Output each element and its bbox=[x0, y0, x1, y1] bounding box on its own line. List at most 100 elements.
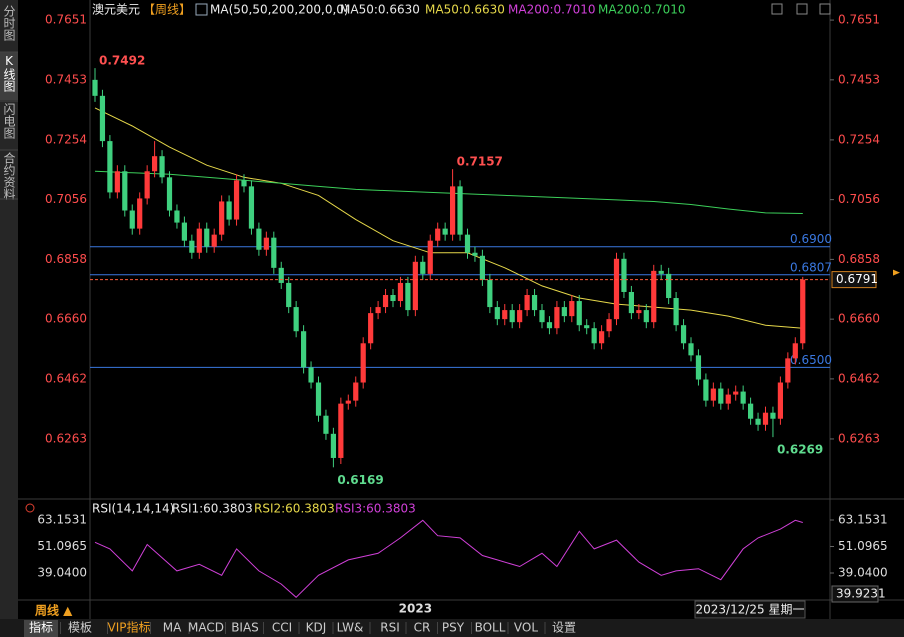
candle-body bbox=[703, 379, 709, 401]
sidebar-tab[interactable]: 闪电图 bbox=[2, 103, 16, 139]
toolbar-tab[interactable]: 指标 bbox=[29, 620, 53, 635]
candle-body bbox=[517, 310, 523, 323]
candle-body bbox=[584, 325, 590, 329]
level-label: 0.6900 bbox=[790, 232, 832, 246]
sidebar-tab[interactable]: 分时图 bbox=[2, 5, 16, 41]
candle-body bbox=[405, 282, 411, 311]
ma-line bbox=[94, 107, 803, 329]
toolbar-tab[interactable]: VIP指标 bbox=[108, 620, 151, 635]
toolbar-tab[interactable]: 设置 bbox=[552, 621, 576, 635]
ma-readout: MA200:0.7010 bbox=[508, 3, 596, 17]
toolbar-tab[interactable]: CCI bbox=[272, 621, 292, 635]
candle-body bbox=[390, 295, 396, 302]
ma-readout: MA200:0.7010 bbox=[598, 3, 686, 17]
candle-body bbox=[248, 186, 255, 229]
y-tick-label: 0.6462 bbox=[838, 371, 880, 385]
candle-body bbox=[718, 388, 724, 404]
toolbar-tab[interactable]: 模板 bbox=[68, 621, 92, 635]
candle-body bbox=[576, 301, 582, 326]
candle-body bbox=[442, 228, 448, 235]
candle-body bbox=[725, 394, 731, 404]
candle-body bbox=[785, 358, 791, 383]
toolbar-tab[interactable]: CR bbox=[414, 621, 431, 635]
toolbar-tab[interactable]: MACD bbox=[188, 621, 224, 635]
candle-body bbox=[137, 198, 143, 229]
date-box bbox=[694, 600, 806, 619]
candle-body bbox=[211, 234, 217, 247]
candle-body bbox=[278, 267, 284, 283]
icon[interactable] bbox=[796, 3, 808, 15]
sidebar bbox=[0, 0, 18, 619]
candle-body bbox=[599, 331, 605, 344]
candle-body bbox=[189, 240, 195, 253]
y-tick-label: 0.7453 bbox=[838, 72, 880, 86]
toolbar-tab[interactable]: LW& bbox=[337, 621, 364, 635]
date-label: 2023/12/25 星期一 bbox=[696, 603, 805, 617]
axis-readout: 39.9231 bbox=[836, 587, 886, 601]
toolbar-tab[interactable]: MA bbox=[163, 621, 182, 635]
y-tick-label: 51.0965 bbox=[37, 539, 87, 553]
high-label: 0.7492 bbox=[99, 54, 145, 68]
ma-params: MA(50,50,200,200,0,0) bbox=[210, 3, 349, 17]
toolbar-tab[interactable]: BOLL bbox=[475, 621, 506, 635]
high-label: 0.7157 bbox=[457, 155, 503, 169]
candle-body bbox=[613, 258, 620, 320]
low-label: 0.6269 bbox=[777, 443, 823, 457]
toolbar-tab[interactable]: KDJ bbox=[306, 621, 327, 635]
candle-body bbox=[204, 228, 210, 247]
candle-body bbox=[360, 343, 366, 383]
candle-body bbox=[330, 433, 336, 458]
sidebar-active bbox=[0, 52, 18, 100]
readout-box bbox=[831, 585, 879, 603]
y-tick-label: 63.1531 bbox=[37, 512, 87, 526]
toolbar-tab[interactable]: BIAS bbox=[231, 621, 259, 635]
candle-body bbox=[293, 307, 299, 332]
sidebar-tab[interactable]: K线图 bbox=[2, 54, 16, 92]
low-label: 0.6169 bbox=[337, 473, 383, 487]
candle-body bbox=[233, 180, 240, 220]
icon[interactable] bbox=[25, 503, 35, 513]
icon[interactable] bbox=[195, 3, 208, 16]
candle-body bbox=[241, 180, 247, 187]
candle-body bbox=[345, 400, 351, 404]
toolbar-tab[interactable]: VOL bbox=[514, 621, 538, 635]
y-tick-label: 0.7453 bbox=[45, 72, 87, 86]
y-tick-label: 0.6660 bbox=[45, 312, 87, 326]
rsi-readout: RSI3:60.3803 bbox=[335, 502, 416, 516]
y-tick-label: 0.7056 bbox=[45, 192, 87, 206]
candle-body bbox=[539, 310, 545, 323]
symbol: 澳元美元 bbox=[92, 3, 140, 17]
candle-body bbox=[457, 186, 463, 235]
toolbar-tab[interactable]: PSY bbox=[442, 621, 465, 635]
candle-body bbox=[397, 282, 404, 302]
icon[interactable] bbox=[819, 3, 831, 15]
y-tick-label: 0.7254 bbox=[838, 132, 880, 146]
candle-body bbox=[226, 201, 232, 220]
y-tick-label: 0.7254 bbox=[45, 132, 87, 146]
period-label[interactable]: 周线 ▲ bbox=[35, 603, 73, 618]
candle-body bbox=[561, 307, 567, 317]
candle-body bbox=[99, 95, 106, 142]
rsi-readout: RSI2:60.3803 bbox=[254, 502, 335, 516]
candle-body bbox=[695, 355, 702, 380]
candle-body bbox=[509, 310, 515, 323]
candle-body bbox=[129, 210, 135, 229]
x-tick-label: 2023 bbox=[399, 602, 432, 616]
candle-body bbox=[546, 322, 553, 329]
y-tick-label: 39.0400 bbox=[37, 566, 87, 580]
candle-body bbox=[286, 282, 292, 308]
y-tick-label: 63.1531 bbox=[838, 512, 888, 526]
toolbar-tab[interactable]: RSI bbox=[380, 621, 400, 635]
candle-body bbox=[159, 156, 165, 178]
icon[interactable] bbox=[771, 3, 783, 15]
candle-body bbox=[591, 328, 597, 344]
candle-body bbox=[680, 325, 687, 344]
sidebar-tab[interactable]: 合约资料 bbox=[2, 151, 16, 200]
candle-body bbox=[450, 186, 456, 235]
current-price-label: 0.6791 bbox=[836, 272, 878, 286]
candle-body bbox=[487, 279, 493, 308]
y-tick-label: 39.0400 bbox=[838, 566, 888, 580]
candle-body bbox=[271, 237, 277, 268]
y-tick-label: 0.6263 bbox=[838, 431, 880, 445]
y-tick-label: 0.6462 bbox=[45, 371, 87, 385]
